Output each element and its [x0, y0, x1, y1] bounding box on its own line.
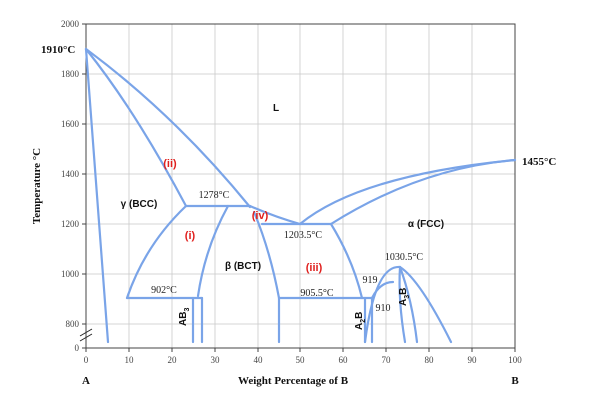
melting-point-a-label: 1910°C: [41, 44, 75, 56]
y-tick-label: 1200: [61, 219, 80, 229]
tick-marks: [82, 23, 516, 352]
compound-a3b-label: A3B: [398, 288, 411, 306]
compound-a2b-tail: B: [354, 312, 365, 319]
solidus-alpha-curve: [329, 158, 517, 226]
gridlines: [86, 23, 515, 348]
compound-a3b-inner-right-curve: [398, 265, 419, 344]
alpha-left-solvus-curve: [329, 222, 364, 300]
temp-label-910: 910: [376, 303, 391, 314]
axis-break-marks: [79, 328, 93, 342]
component-a-label: A: [82, 375, 90, 387]
x-tick-label: 10: [125, 355, 135, 365]
x-tick-label: 70: [382, 355, 392, 365]
compound-a3b-subscript: 3: [404, 295, 411, 299]
y-tick-label: 1000: [61, 269, 80, 279]
temp-label-919: 919: [363, 275, 378, 286]
gamma-phase-label: γ (BCC): [121, 199, 158, 210]
x-axis-title: Weight Percentage of B: [238, 375, 349, 387]
x-tick-label: 30: [211, 355, 221, 365]
y-axis-title: Temperature °C: [31, 148, 43, 224]
x-tick-label: 90: [468, 355, 478, 365]
compound-a2b-text: A: [354, 323, 365, 330]
x-tick-label: 60: [339, 355, 349, 365]
region-marker-iv: (iv): [252, 210, 269, 222]
temp-label-1278: 1278°C: [199, 190, 230, 201]
y-tick-label: 1800: [61, 69, 80, 79]
beta-phase-label: β (BCT): [225, 261, 261, 272]
liquidus-left-curve: [84, 47, 252, 209]
x-tick-label: 100: [508, 355, 522, 365]
liquid-phase-label: L: [273, 103, 279, 114]
temp-label-1203: 1203.5°C: [284, 230, 322, 241]
compound-a3b-text: A: [398, 299, 409, 306]
svg-text:A2B: A2B: [354, 312, 367, 330]
region-marker-i: (i): [185, 230, 196, 242]
svg-text:A3B: A3B: [398, 288, 411, 306]
temp-label-905: 905.5°C: [300, 288, 333, 299]
region-marker-iii: (iii): [306, 262, 323, 274]
x-tick-label: 80: [425, 355, 435, 365]
compound-a2b-subscript: 2: [360, 319, 367, 323]
x-tick-label: 50: [296, 355, 306, 365]
beta-right-curve: [252, 210, 281, 300]
temp-label-1030: 1030.5°C: [385, 252, 423, 263]
liquidus-right-curve: [298, 158, 517, 226]
solidus-gamma-upper-curve: [84, 47, 188, 208]
x-tick-label: 0: [84, 355, 89, 365]
region-marker-ii: (ii): [163, 158, 177, 170]
y-tick-label: 1600: [61, 119, 80, 129]
liquidus-iv-curve: [248, 204, 302, 226]
compound-a2b-label: A2B: [354, 312, 367, 330]
y-tick-label: 1400: [61, 169, 80, 179]
y-tick-label: 800: [66, 319, 80, 329]
peritectic-919-curve: [370, 280, 395, 300]
compound-ab3-subscript: 3: [184, 308, 191, 312]
plot-frame: [85, 23, 516, 349]
gamma-solvus-curve: [125, 204, 188, 300]
compound-a3b-inner-left-curve: [398, 265, 407, 344]
svg-text:AB3: AB3: [178, 308, 191, 326]
compound-ab3-text: AB: [178, 312, 189, 326]
beta-left-curve: [196, 204, 230, 298]
component-b-label: B: [511, 375, 519, 387]
phase-boundaries: [84, 47, 517, 344]
temp-label-902: 902°C: [151, 285, 177, 296]
alpha-phase-label: α (FCC): [408, 219, 444, 230]
gamma-left-boundary-curve: [84, 47, 110, 344]
compound-a3b-tail: B: [398, 288, 409, 295]
y-tick-label: 0: [75, 343, 80, 353]
compound-ab3-label: AB3: [178, 308, 191, 326]
x-tick-label: 40: [254, 355, 264, 365]
melting-point-b-label: 1455°C: [522, 156, 556, 168]
y-tick-label: 2000: [61, 19, 80, 29]
x-tick-label: 20: [168, 355, 178, 365]
